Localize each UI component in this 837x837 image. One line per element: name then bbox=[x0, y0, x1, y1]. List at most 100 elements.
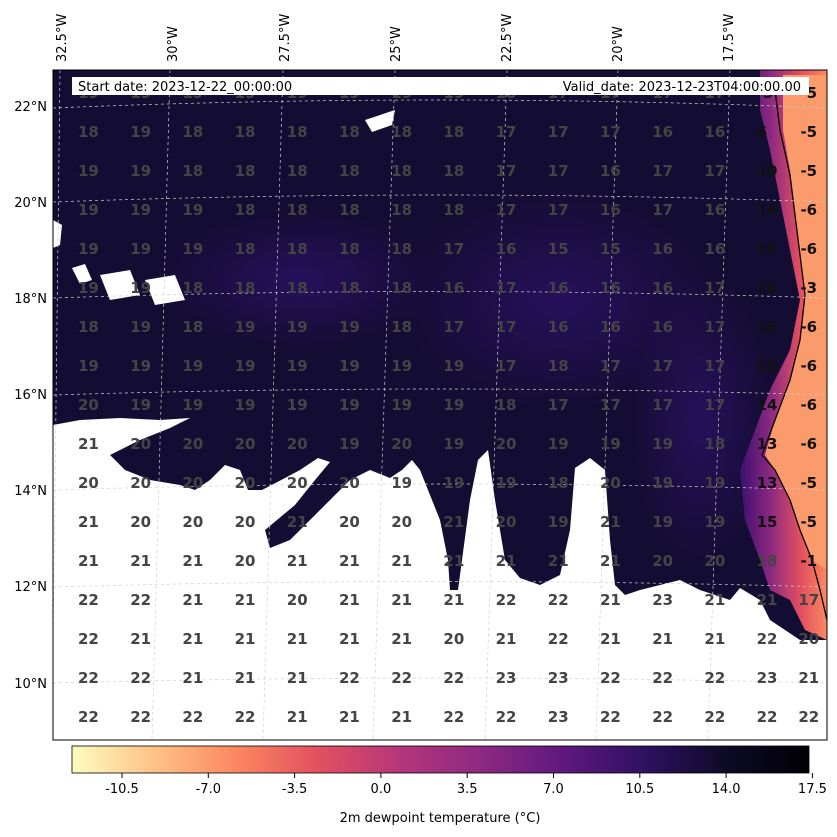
grid-value: 16 bbox=[600, 162, 621, 180]
grid-value: 20 bbox=[130, 513, 151, 531]
grid-value: 21 bbox=[496, 630, 517, 648]
grid-value: 20 bbox=[391, 435, 412, 453]
grid-value: 17 bbox=[496, 318, 517, 336]
grid-value: 19 bbox=[391, 357, 412, 375]
grid-value: 20 bbox=[339, 474, 360, 492]
colorbar-ticks: -10.5 -7.0 -3.5 0.0 3.5 7.0 10.5 14.0 17.5 bbox=[105, 773, 827, 797]
grid-value: 18 bbox=[443, 201, 464, 219]
lat-label-18n: 18°N bbox=[14, 292, 47, 307]
grid-value: 19 bbox=[78, 201, 99, 219]
grid-value: 19 bbox=[443, 396, 464, 414]
grid-value: 19 bbox=[704, 474, 725, 492]
grid-value: 22 bbox=[600, 708, 621, 726]
grid-value: 22 bbox=[182, 708, 203, 726]
nodata-patch-6 bbox=[430, 605, 448, 630]
grid-value: 18 bbox=[182, 162, 203, 180]
colorbar-tick-label: -7.0 bbox=[196, 782, 221, 797]
grid-value: -3 bbox=[800, 279, 817, 297]
grid-value: 19 bbox=[182, 240, 203, 258]
grid-value: 18 bbox=[235, 162, 256, 180]
grid-value: 19 bbox=[287, 318, 308, 336]
colorbar-tick-label: 0.0 bbox=[371, 782, 392, 797]
grid-value: 16 bbox=[652, 318, 673, 336]
grid-value: 18 bbox=[287, 162, 308, 180]
grid-value: 20 bbox=[78, 396, 99, 414]
grid-value: 20 bbox=[235, 435, 256, 453]
grid-value: -6 bbox=[800, 435, 817, 453]
grid-value: 19 bbox=[652, 474, 673, 492]
grid-value: 18 bbox=[287, 123, 308, 141]
grid-value: 23 bbox=[548, 669, 569, 687]
grid-value: 16 bbox=[443, 279, 464, 297]
grid-value: 19 bbox=[130, 162, 151, 180]
grid-value: -5 bbox=[800, 162, 817, 180]
grid-value: 18 bbox=[235, 240, 256, 258]
grid-value: 17 bbox=[496, 201, 517, 219]
grid-value: 17 bbox=[652, 396, 673, 414]
grid-value: 23 bbox=[757, 669, 778, 687]
grid-value: 20 bbox=[287, 591, 308, 609]
grid-value: 22 bbox=[704, 708, 725, 726]
grid-value: 22 bbox=[496, 591, 517, 609]
grid-value: 21 bbox=[600, 630, 621, 648]
gridlines bbox=[53, 70, 827, 740]
grid-value: 19 bbox=[78, 279, 99, 297]
lon-label-17-5w: 17.5°W bbox=[722, 14, 737, 62]
grid-value: -5 bbox=[800, 123, 817, 141]
grid-value: 20 bbox=[182, 513, 203, 531]
grid-value: 21 bbox=[78, 552, 99, 570]
grid-value: 18 bbox=[391, 162, 412, 180]
grid-value: 19 bbox=[339, 357, 360, 375]
grid-value: 19 bbox=[496, 474, 517, 492]
grid-value: 22 bbox=[652, 708, 673, 726]
grid-value: 22 bbox=[704, 669, 725, 687]
grid-value: 19 bbox=[339, 318, 360, 336]
grid-value: 20 bbox=[235, 474, 256, 492]
grid-value: 22 bbox=[443, 708, 464, 726]
grid-value: 19 bbox=[78, 240, 99, 258]
start-date-label: Start date: 2023-12-22_00:00:00 bbox=[78, 80, 292, 95]
grid-value: 14 bbox=[757, 279, 778, 297]
land-hot-region bbox=[765, 75, 827, 570]
lon-label-27-5w: 27.5°W bbox=[278, 14, 293, 62]
grid-value: 18 bbox=[235, 279, 256, 297]
grid-value: 21 bbox=[339, 630, 360, 648]
grid-value: 13 bbox=[757, 435, 778, 453]
grid-value: 20 bbox=[130, 435, 151, 453]
grid-value: 10 bbox=[757, 162, 778, 180]
grid-value: 19 bbox=[391, 474, 412, 492]
colorbar-tick-label: 7.0 bbox=[543, 782, 564, 797]
grid-value: 18 bbox=[182, 279, 203, 297]
grid-value: 21 bbox=[548, 552, 569, 570]
grid-value: 22 bbox=[496, 708, 517, 726]
grid-value: 21 bbox=[443, 513, 464, 531]
lat-label-12n: 12°N bbox=[14, 580, 47, 595]
grid-value: 17 bbox=[600, 396, 621, 414]
map-border bbox=[52, 69, 828, 741]
grid-value: 22 bbox=[443, 669, 464, 687]
grid-value: 22 bbox=[548, 591, 569, 609]
grid-value: 17 bbox=[704, 357, 725, 375]
grid-value: 21 bbox=[391, 630, 412, 648]
grid-value: 20 bbox=[496, 513, 517, 531]
lon-label-32-5w: 32.5°W bbox=[55, 14, 70, 62]
colorbar-tick-label: 3.5 bbox=[457, 782, 478, 797]
grid-value: 19 bbox=[130, 318, 151, 336]
grid-value: 17 bbox=[443, 318, 464, 336]
grid-value: 19 bbox=[235, 396, 256, 414]
grid-value: 20 bbox=[600, 474, 621, 492]
grid-value: 19 bbox=[130, 123, 151, 141]
grid-value: -6 bbox=[800, 201, 817, 219]
grid-value: 18 bbox=[235, 123, 256, 141]
grid-value: 20 bbox=[182, 435, 203, 453]
grid-value: 19 bbox=[548, 435, 569, 453]
grid-value: 19 bbox=[130, 396, 151, 414]
grid-value: 17 bbox=[496, 162, 517, 180]
grid-value: -6 bbox=[800, 240, 817, 258]
grid-value: 19 bbox=[182, 357, 203, 375]
grid-value: 19 bbox=[339, 435, 360, 453]
grid-value: 17 bbox=[652, 201, 673, 219]
colorbar-tick-label: 14.0 bbox=[712, 782, 741, 797]
grid-value: 21 bbox=[182, 591, 203, 609]
grid-value: 16 bbox=[600, 201, 621, 219]
